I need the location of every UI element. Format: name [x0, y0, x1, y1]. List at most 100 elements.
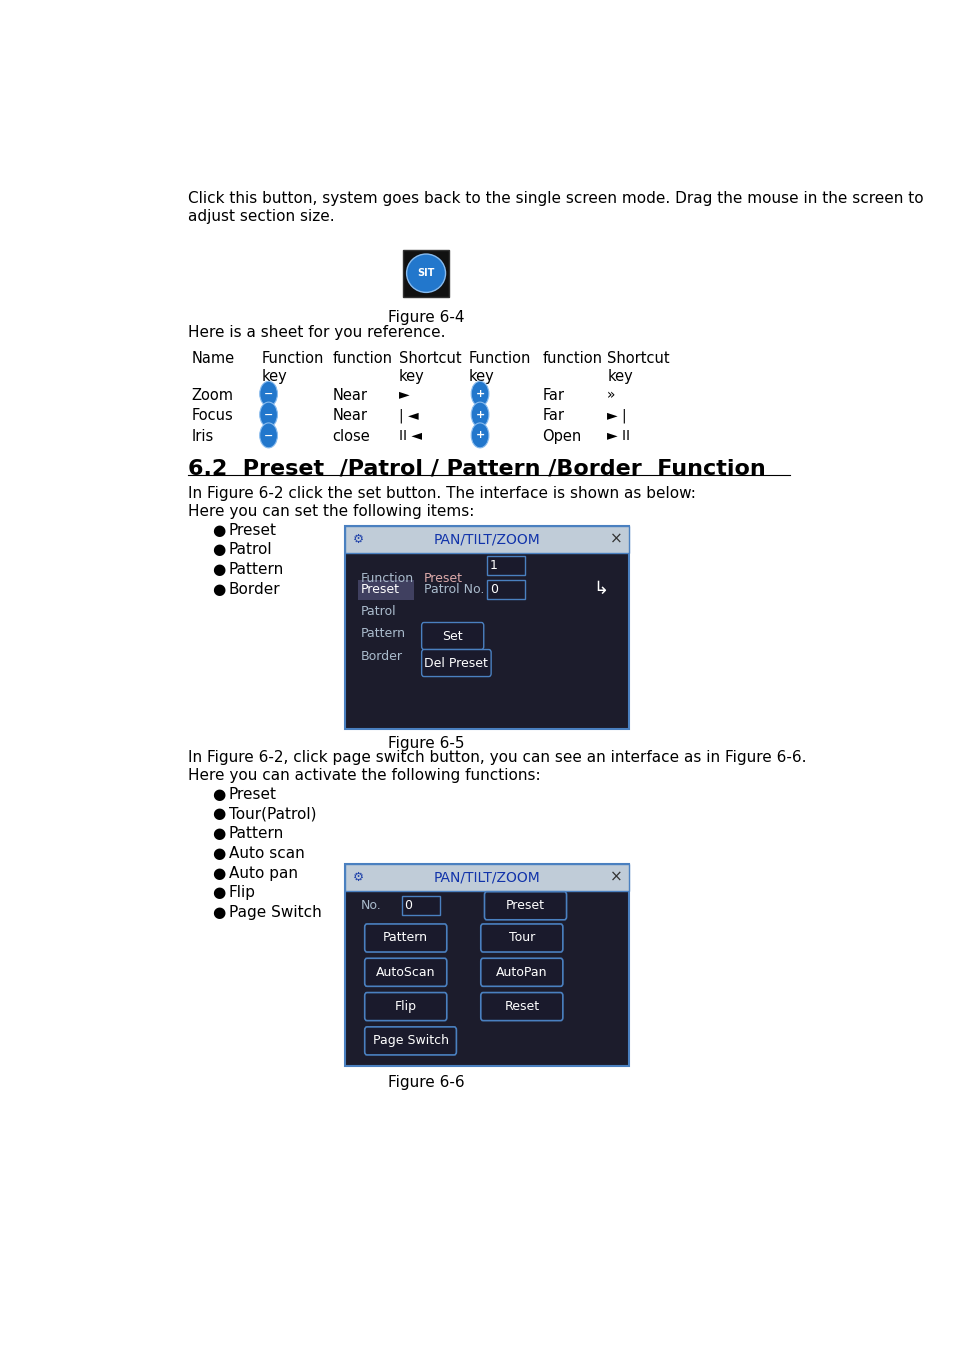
Text: Del Preset: Del Preset — [424, 656, 488, 670]
Text: Pattern: Pattern — [383, 931, 428, 945]
Text: | ◄: | ◄ — [398, 408, 418, 423]
Text: −: − — [264, 389, 273, 398]
Text: −: − — [264, 409, 273, 420]
Text: Page Switch: Page Switch — [229, 906, 321, 921]
Text: Figure 6-4: Figure 6-4 — [388, 309, 464, 324]
Text: Patrol No.: Patrol No. — [423, 583, 484, 595]
Text: Open: Open — [541, 429, 580, 444]
Text: Here you can set the following items:: Here you can set the following items: — [188, 504, 474, 518]
Text: Function: Function — [360, 571, 414, 585]
Text: ●: ● — [213, 906, 226, 921]
Circle shape — [471, 423, 488, 448]
Circle shape — [259, 423, 277, 448]
Text: ●: ● — [213, 865, 226, 880]
FancyBboxPatch shape — [364, 1027, 456, 1054]
FancyBboxPatch shape — [344, 864, 629, 1066]
Text: Focus: Focus — [192, 408, 233, 424]
Text: ●: ● — [213, 826, 226, 841]
FancyBboxPatch shape — [480, 958, 562, 987]
Text: ↳: ↳ — [593, 580, 608, 598]
Text: Near: Near — [332, 387, 367, 402]
Text: Function
key: Function key — [261, 351, 323, 383]
Text: Pattern: Pattern — [229, 826, 284, 841]
Text: Preset: Preset — [423, 571, 462, 585]
Text: Preset: Preset — [229, 522, 276, 537]
Text: +: + — [475, 431, 484, 440]
Text: 6.2  Preset  /Patrol / Pattern /Border  Function: 6.2 Preset /Patrol / Pattern /Border Fun… — [188, 458, 765, 478]
Text: Here is a sheet for you reference.: Here is a sheet for you reference. — [188, 325, 445, 340]
Text: PAN/TILT/ZOOM: PAN/TILT/ZOOM — [434, 532, 540, 547]
Text: Pattern: Pattern — [229, 562, 284, 578]
Text: Pattern: Pattern — [360, 628, 406, 640]
FancyBboxPatch shape — [480, 992, 562, 1021]
Text: Shortcut
key: Shortcut key — [606, 351, 669, 383]
Text: AutoScan: AutoScan — [375, 965, 435, 979]
Text: ●: ● — [213, 562, 226, 578]
Text: Figure 6-5: Figure 6-5 — [388, 736, 464, 751]
Text: Tour: Tour — [508, 931, 535, 945]
Text: Preset: Preset — [229, 787, 276, 802]
FancyBboxPatch shape — [486, 556, 524, 575]
Text: Border: Border — [229, 582, 280, 597]
FancyBboxPatch shape — [403, 250, 449, 297]
Text: 0: 0 — [489, 583, 497, 595]
Text: ►: ► — [398, 387, 409, 401]
FancyBboxPatch shape — [421, 622, 483, 649]
Text: Figure 6-6: Figure 6-6 — [387, 1075, 464, 1089]
Text: ► II: ► II — [606, 429, 630, 443]
Text: ●: ● — [213, 582, 226, 597]
Text: Far: Far — [541, 408, 563, 424]
FancyBboxPatch shape — [364, 958, 446, 987]
Text: No.: No. — [360, 899, 381, 911]
FancyBboxPatch shape — [344, 525, 629, 553]
Text: +: + — [475, 389, 484, 398]
FancyBboxPatch shape — [421, 649, 491, 676]
Text: ●: ● — [213, 886, 226, 900]
Text: −: − — [264, 431, 273, 440]
Text: Set: Set — [442, 629, 462, 643]
FancyBboxPatch shape — [401, 896, 439, 914]
Text: Preset: Preset — [360, 583, 399, 595]
Text: PAN/TILT/ZOOM: PAN/TILT/ZOOM — [434, 871, 540, 884]
Text: Reset: Reset — [504, 1000, 538, 1012]
Text: AutoPan: AutoPan — [496, 965, 547, 979]
Text: ► |: ► | — [606, 408, 626, 423]
Text: 0: 0 — [403, 899, 412, 911]
Text: ×: × — [609, 869, 621, 884]
Text: Page Switch: Page Switch — [373, 1034, 448, 1048]
Text: ⚙: ⚙ — [352, 871, 363, 884]
FancyBboxPatch shape — [364, 923, 446, 952]
Text: Name: Name — [192, 351, 234, 366]
Text: Patrol: Patrol — [229, 543, 272, 558]
Text: ×: × — [609, 532, 621, 547]
FancyBboxPatch shape — [486, 580, 524, 598]
FancyBboxPatch shape — [357, 580, 413, 599]
Text: In Figure 6-2, click page switch button, you can see an interface as in Figure 6: In Figure 6-2, click page switch button,… — [188, 751, 805, 765]
Text: ⚙: ⚙ — [352, 533, 363, 545]
Circle shape — [471, 381, 488, 406]
Text: ●: ● — [213, 787, 226, 802]
Text: 1: 1 — [489, 559, 497, 572]
Text: II ◄: II ◄ — [398, 429, 421, 443]
Text: ●: ● — [213, 522, 226, 537]
Text: function: function — [541, 351, 601, 366]
Text: Here you can activate the following functions:: Here you can activate the following func… — [188, 768, 540, 783]
Text: Far: Far — [541, 387, 563, 402]
Text: Iris: Iris — [192, 429, 213, 444]
Circle shape — [471, 402, 488, 427]
Text: Patrol: Patrol — [360, 605, 396, 617]
Text: Auto pan: Auto pan — [229, 865, 297, 880]
FancyBboxPatch shape — [344, 864, 629, 891]
Text: ●: ● — [213, 806, 226, 822]
Text: Preset: Preset — [505, 899, 544, 913]
Text: Flip: Flip — [229, 886, 255, 900]
FancyBboxPatch shape — [364, 992, 446, 1021]
FancyBboxPatch shape — [344, 525, 629, 729]
Text: SIT: SIT — [417, 269, 435, 278]
Ellipse shape — [406, 254, 445, 293]
Text: ●: ● — [213, 846, 226, 861]
Text: Near: Near — [332, 408, 367, 424]
Text: Tour(Patrol): Tour(Patrol) — [229, 806, 315, 822]
Text: ●: ● — [213, 543, 226, 558]
Text: +: + — [475, 409, 484, 420]
